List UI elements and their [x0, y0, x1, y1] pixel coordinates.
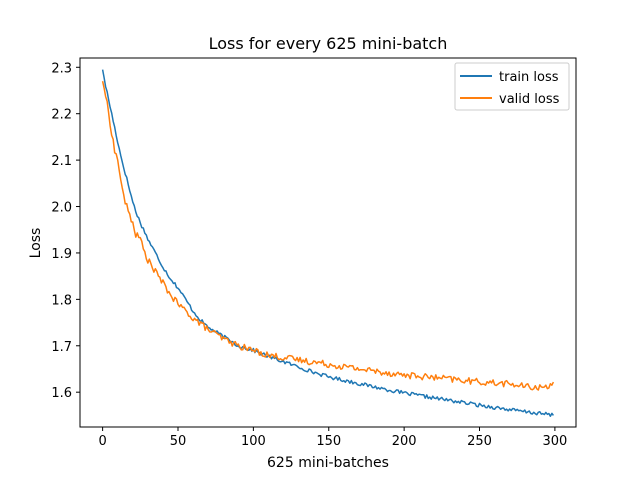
x-axis-ticks: 0 50 100 150 200 250 300: [98, 427, 567, 449]
x-axis-label: 625 mini-batches: [267, 455, 389, 471]
y-axis-label: Loss: [28, 228, 44, 259]
legend-label-train-loss: train loss: [499, 70, 559, 85]
x-tick-label: 50: [170, 434, 187, 449]
y-tick-label: 1.8: [51, 293, 72, 308]
series-layer: [101, 69, 555, 417]
y-tick-label: 2.2: [51, 108, 72, 123]
y-tick-label: 2.3: [51, 61, 72, 76]
x-tick-label: 150: [316, 434, 341, 449]
x-tick-label: 250: [467, 434, 492, 449]
legend: train loss valid loss: [454, 62, 570, 111]
series-line-valid-loss: [101, 81, 555, 391]
y-tick-label: 1.6: [51, 386, 72, 401]
x-tick-label: 0: [98, 434, 106, 449]
plot-area: [80, 58, 576, 427]
y-tick-label: 2.0: [51, 201, 72, 216]
x-tick-label: 100: [241, 434, 266, 449]
chart-title: Loss for every 625 mini-batch: [209, 34, 448, 53]
y-axis-ticks: 1.6 1.7 1.8 1.9 2.0 2.1 2.2 2.3: [51, 61, 80, 401]
legend-label-valid-loss: valid loss: [499, 92, 560, 107]
x-tick-label: 300: [542, 434, 567, 449]
series-line-train-loss: [101, 69, 554, 417]
plot-frame: [79, 57, 577, 428]
x-tick-label: 200: [392, 434, 417, 449]
y-tick-label: 1.9: [51, 247, 72, 262]
y-tick-label: 2.1: [51, 154, 72, 169]
y-tick-label: 1.7: [51, 340, 72, 355]
